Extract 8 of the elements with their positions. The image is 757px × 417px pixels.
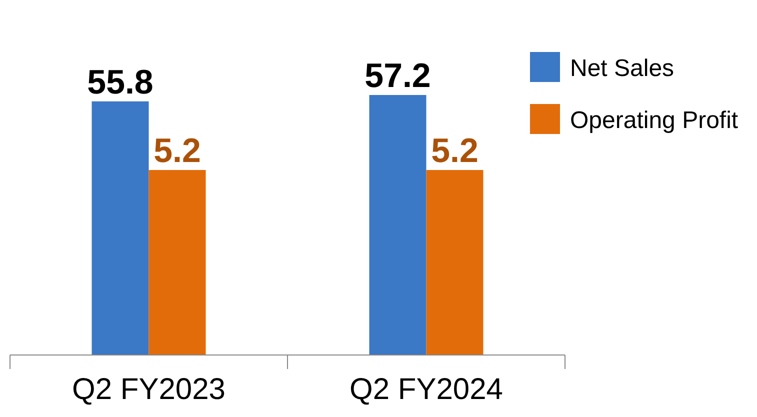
x-tick-label: Q2 FY2023: [72, 373, 226, 406]
data-label: 5.2: [431, 132, 478, 170]
x-tick-label: Q2 FY2024: [350, 373, 503, 406]
legend-label: Net Sales: [570, 55, 674, 82]
data-label: 57.2: [364, 57, 431, 95]
legend-label: Operating Profit: [570, 107, 738, 134]
data-label: 55.8: [87, 63, 154, 102]
data-label: 5.2: [154, 132, 201, 170]
